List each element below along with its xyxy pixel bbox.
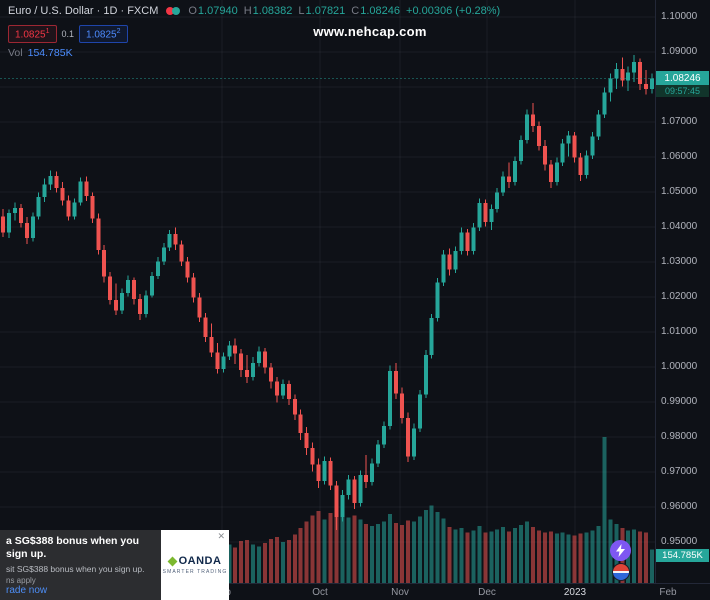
lightning-icon	[616, 544, 625, 557]
candle-countdown: 09:57:45	[656, 85, 709, 97]
volume-label: Vol	[8, 47, 23, 59]
ohlc-high: H 1.08382	[243, 5, 293, 17]
oanda-mark-icon	[167, 556, 178, 566]
time-axis-label: Dec	[478, 587, 496, 598]
current-volume-badge: 154.785K	[656, 549, 709, 562]
oanda-brand-text: OANDA	[178, 555, 222, 567]
ohlc-low: L 1.07821	[298, 5, 346, 17]
buy-button[interactable]: 1.08252	[79, 25, 128, 44]
ad-terms: ns apply	[6, 576, 36, 586]
candlestick-chart[interactable]	[0, 0, 655, 583]
ad-banner[interactable]: a SG$388 bonus when you sign up. sit SG$…	[0, 530, 229, 600]
ad-text-panel: a SG$388 bonus when you sign up. sit SG$…	[0, 530, 161, 600]
ad-brand-card[interactable]: ✕ OANDA SMARTER TRADING	[161, 530, 229, 600]
oanda-logo: OANDA	[167, 555, 222, 567]
site-watermark: www.nehcap.com	[313, 24, 427, 39]
time-axis-label: Oct	[312, 587, 328, 598]
volume-readout: Vol 154.785K	[8, 47, 73, 59]
current-price-badge: 1.08246	[656, 71, 709, 85]
time-axis-label: 2023	[563, 587, 587, 598]
oanda-tagline: SMARTER TRADING	[162, 569, 228, 575]
ohlc-open: O 1.07940	[188, 5, 238, 17]
sell-dot-icon	[166, 7, 175, 15]
price-axis-label: 0.99000	[661, 396, 698, 407]
sell-button[interactable]: 1.08251	[8, 25, 57, 44]
price-axis-label: 0.98000	[661, 431, 698, 442]
price-axis-label: 1.02000	[661, 291, 698, 302]
ad-headline: a SG$388 bonus when you sign up.	[6, 535, 140, 561]
ad-close-icon[interactable]: ✕	[217, 531, 225, 541]
trade-buttons: 1.08251 0.1 1.08252	[8, 25, 128, 44]
price-axis-label: 1.03000	[661, 256, 698, 267]
buy-dot-icon	[172, 7, 181, 15]
buy-sell-toggle[interactable]	[166, 7, 181, 15]
price-axis-label: 1.00000	[661, 361, 698, 372]
symbol-title[interactable]: Euro / U.S. Dollar · 1D · FXCM	[8, 5, 159, 17]
price-axis-label: 1.01000	[661, 326, 698, 337]
time-axis-label: Nov	[391, 587, 409, 598]
ohlc-close: C 1.08246	[351, 5, 401, 17]
boost-button[interactable]	[610, 540, 631, 561]
ad-subline: sit SG$388 bonus when you sign up.	[6, 564, 145, 575]
price-axis-label: 0.95000	[661, 536, 698, 547]
symbol-legend: Euro / U.S. Dollar · 1D · FXCM O 1.07940 …	[8, 5, 500, 17]
price-axis-label: 0.96000	[661, 501, 698, 512]
price-axis-label: 1.10000	[661, 11, 698, 22]
price-axis-label: 1.04000	[661, 221, 698, 232]
volume-value: 154.785K	[27, 47, 73, 59]
price-axis-label: 0.97000	[661, 466, 698, 477]
price-axis-label: 1.06000	[661, 151, 698, 162]
gauge-widget-button[interactable]	[612, 563, 630, 581]
ad-cta-link[interactable]: rade now	[6, 585, 48, 596]
price-axis-label: 1.05000	[661, 186, 698, 197]
time-axis-label: Feb	[659, 587, 677, 598]
price-change: +0.00306 (+0.28%)	[406, 5, 501, 17]
price-axis-label: 1.07000	[661, 116, 698, 127]
price-axis-label: 1.09000	[661, 46, 698, 57]
spread-value: 0.1	[61, 29, 75, 40]
